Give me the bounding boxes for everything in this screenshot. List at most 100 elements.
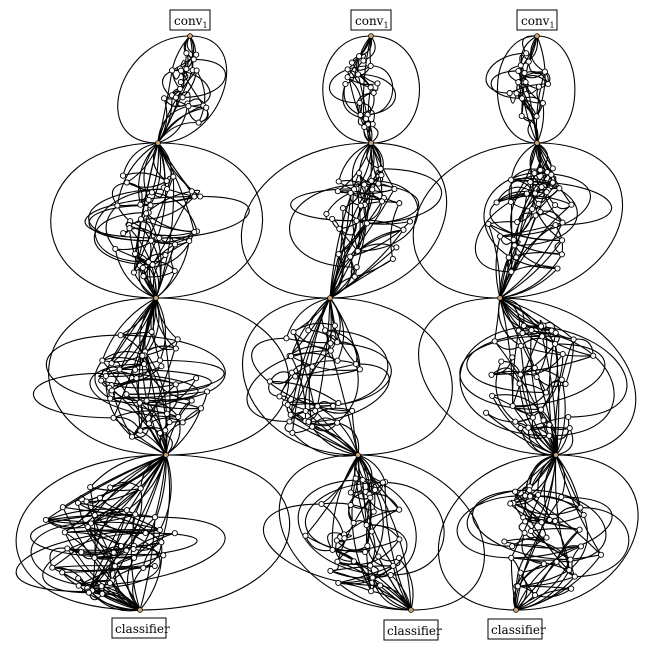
graph-edge bbox=[354, 142, 372, 277]
graph-node bbox=[171, 267, 178, 275]
graph-edge bbox=[499, 257, 517, 299]
graph-node bbox=[327, 340, 334, 347]
graph-edge bbox=[330, 570, 373, 579]
graph-hub-node bbox=[368, 33, 374, 39]
svg-text:conv1: conv1 bbox=[521, 14, 555, 30]
graph-node bbox=[158, 539, 165, 546]
graph-node bbox=[353, 264, 360, 271]
graph-edge bbox=[382, 481, 445, 576]
graph-node bbox=[96, 494, 104, 501]
graph-node bbox=[531, 592, 539, 599]
graph-node bbox=[91, 554, 98, 561]
graph-edge bbox=[143, 355, 168, 456]
graph-edge bbox=[151, 142, 159, 193]
graph-edge bbox=[133, 176, 174, 273]
graph-edge bbox=[520, 35, 538, 74]
graph-edge bbox=[571, 545, 582, 577]
graph-hub-node bbox=[534, 140, 540, 146]
graph-edge bbox=[354, 258, 394, 278]
graph-node bbox=[540, 560, 547, 567]
graph-node bbox=[525, 58, 532, 65]
graph-edge bbox=[357, 92, 374, 116]
graph-edge bbox=[116, 142, 159, 206]
graph-node bbox=[151, 514, 159, 521]
graph-edge bbox=[332, 538, 400, 552]
graph-edge bbox=[84, 196, 195, 239]
graph-node bbox=[111, 563, 118, 570]
graph-edge bbox=[515, 421, 557, 456]
graph-edge bbox=[531, 528, 580, 532]
graph-edge bbox=[511, 496, 613, 559]
graph-node bbox=[191, 228, 198, 236]
graph-edge bbox=[102, 593, 141, 611]
graph-node bbox=[517, 569, 524, 576]
graph-node bbox=[396, 200, 403, 207]
graph-edge bbox=[182, 58, 226, 98]
graph-edge bbox=[357, 243, 397, 252]
graph-edge bbox=[466, 489, 530, 547]
graph-node bbox=[329, 215, 336, 222]
graph-node bbox=[396, 506, 403, 513]
graph-node bbox=[539, 333, 546, 340]
graph-node bbox=[522, 79, 529, 86]
graph-edge bbox=[495, 361, 516, 423]
graph-edge bbox=[155, 297, 290, 456]
graph-edge bbox=[357, 454, 394, 567]
graph-node bbox=[149, 261, 156, 268]
graph-edge bbox=[520, 337, 556, 347]
graph-edge bbox=[304, 407, 353, 422]
graph-node bbox=[195, 119, 202, 126]
graph-node bbox=[174, 336, 181, 343]
graph-edge bbox=[101, 545, 122, 594]
graph-edge bbox=[350, 221, 411, 258]
graph-node bbox=[576, 526, 583, 533]
graph-node bbox=[369, 186, 376, 193]
graph-node bbox=[354, 247, 361, 255]
graph-node bbox=[169, 67, 176, 74]
graph-edge bbox=[290, 355, 307, 422]
graph-node bbox=[363, 521, 370, 529]
graph-node bbox=[356, 53, 363, 60]
graph-edge bbox=[499, 268, 558, 299]
graph-node bbox=[193, 51, 200, 58]
graph-node bbox=[533, 373, 540, 381]
graph-edge bbox=[155, 297, 171, 423]
graph-node bbox=[548, 171, 555, 178]
graph-node bbox=[517, 371, 524, 378]
graph-node bbox=[85, 589, 92, 596]
graph-node bbox=[538, 519, 545, 526]
graph-hub-node bbox=[153, 295, 159, 301]
graph-node bbox=[532, 190, 539, 197]
graph-edge bbox=[357, 454, 386, 483]
graph-edge bbox=[515, 454, 639, 611]
graph-edge bbox=[329, 297, 453, 456]
graph-edge bbox=[110, 397, 179, 418]
graph-node bbox=[509, 543, 516, 550]
graph-node bbox=[523, 190, 530, 197]
graph-edge bbox=[146, 400, 179, 418]
graph-node bbox=[305, 327, 312, 334]
graph-node bbox=[488, 371, 495, 378]
graph-node bbox=[558, 376, 565, 383]
graph-node bbox=[117, 332, 124, 339]
graph-edge bbox=[114, 248, 157, 299]
graph-node bbox=[197, 193, 204, 200]
graph-node bbox=[559, 350, 566, 358]
graph-edge bbox=[520, 427, 550, 439]
graph-node bbox=[305, 418, 312, 425]
graph-node bbox=[377, 165, 384, 172]
graph-node bbox=[114, 202, 121, 209]
graph-node bbox=[517, 424, 524, 432]
graph-edge bbox=[101, 297, 157, 361]
graph-edge bbox=[316, 297, 331, 407]
graph-node bbox=[531, 364, 538, 371]
graph-node bbox=[333, 537, 340, 544]
graph-node bbox=[137, 427, 144, 434]
graph-edge bbox=[363, 174, 382, 224]
graph-edge bbox=[511, 179, 535, 210]
graph-edge bbox=[290, 188, 357, 222]
graph-node bbox=[120, 230, 127, 237]
graph-edge bbox=[78, 565, 155, 587]
graph-edge bbox=[317, 405, 359, 456]
